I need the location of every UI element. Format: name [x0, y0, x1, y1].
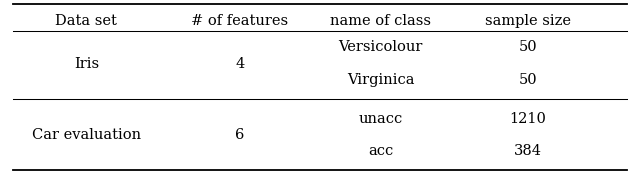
Text: 6: 6 [236, 128, 244, 142]
Text: Iris: Iris [74, 57, 99, 71]
Text: acc: acc [368, 144, 394, 158]
Text: Data set: Data set [56, 14, 117, 28]
Text: 50: 50 [518, 40, 538, 54]
Text: 4: 4 [236, 57, 244, 71]
Text: # of features: # of features [191, 14, 289, 28]
Text: 50: 50 [518, 73, 538, 87]
Text: sample size: sample size [485, 14, 571, 28]
Text: Versicolour: Versicolour [339, 40, 423, 54]
Text: name of class: name of class [330, 14, 431, 28]
Text: Virginica: Virginica [347, 73, 415, 87]
Text: 1210: 1210 [509, 112, 547, 126]
Text: 384: 384 [514, 144, 542, 158]
Text: unacc: unacc [358, 112, 403, 126]
Text: Car evaluation: Car evaluation [32, 128, 141, 142]
